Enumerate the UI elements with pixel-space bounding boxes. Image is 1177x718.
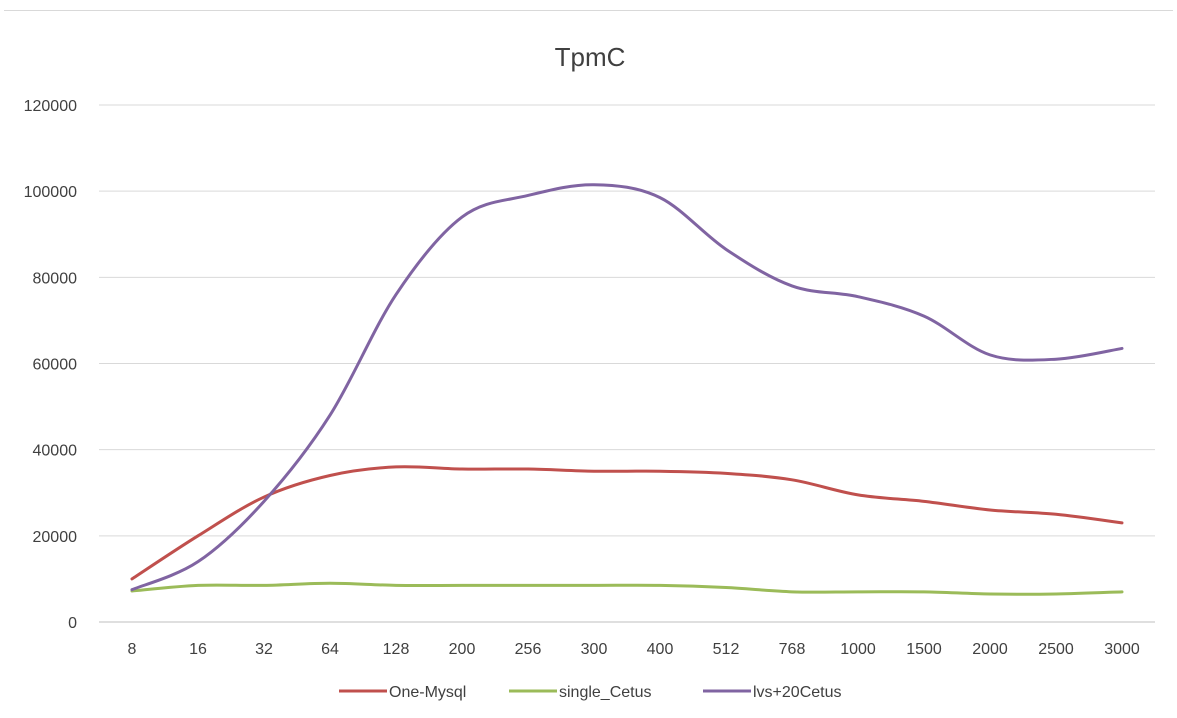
x-tick-label: 1000 bbox=[840, 641, 876, 658]
series-line-single-cetus bbox=[130, 581, 1124, 596]
gridlines bbox=[99, 104, 1155, 623]
legend: One-Mysql single_Cetus lvs+20Cetus bbox=[339, 684, 842, 701]
x-tick-label: 2000 bbox=[972, 641, 1008, 658]
legend-label: One-Mysql bbox=[389, 684, 466, 701]
series-line-lvs-20cetus bbox=[130, 183, 1124, 592]
x-axis-ticks: 8 16 32 64 128 200 256 300 400 512 768 1000 1500 2000… bbox=[128, 641, 1140, 658]
y-tick-label: 80000 bbox=[33, 270, 78, 287]
y-tick-label: 120000 bbox=[24, 98, 77, 115]
x-tick-label: 16 bbox=[189, 641, 207, 658]
x-tick-label: 1500 bbox=[906, 641, 942, 658]
y-tick-label: 20000 bbox=[33, 529, 78, 546]
x-tick-label: 8 bbox=[128, 641, 137, 658]
chart-title: TpmC bbox=[555, 42, 626, 72]
legend-label: single_Cetus bbox=[559, 684, 652, 701]
legend-label: lvs+20Cetus bbox=[753, 684, 842, 701]
series-lines bbox=[130, 183, 1124, 596]
x-tick-label: 128 bbox=[383, 641, 410, 658]
x-tick-label: 512 bbox=[713, 641, 740, 658]
y-tick-label: 60000 bbox=[33, 357, 78, 374]
x-tick-label: 2500 bbox=[1038, 641, 1074, 658]
x-tick-label: 200 bbox=[449, 641, 476, 658]
x-tick-label: 256 bbox=[515, 641, 542, 658]
x-tick-label: 32 bbox=[255, 641, 273, 658]
x-tick-label: 300 bbox=[581, 641, 608, 658]
x-tick-label: 400 bbox=[647, 641, 674, 658]
x-tick-label: 768 bbox=[779, 641, 806, 658]
x-tick-label: 3000 bbox=[1104, 641, 1140, 658]
y-tick-label: 0 bbox=[68, 615, 77, 632]
y-tick-label: 100000 bbox=[24, 184, 77, 201]
series-line-one-mysql bbox=[130, 465, 1124, 581]
chart-top-border bbox=[4, 10, 1173, 11]
y-tick-label: 40000 bbox=[33, 443, 78, 460]
y-axis-ticks: 0 20000 40000 60000 80000 100000 120000 bbox=[24, 98, 77, 632]
x-tick-label: 64 bbox=[321, 641, 339, 658]
